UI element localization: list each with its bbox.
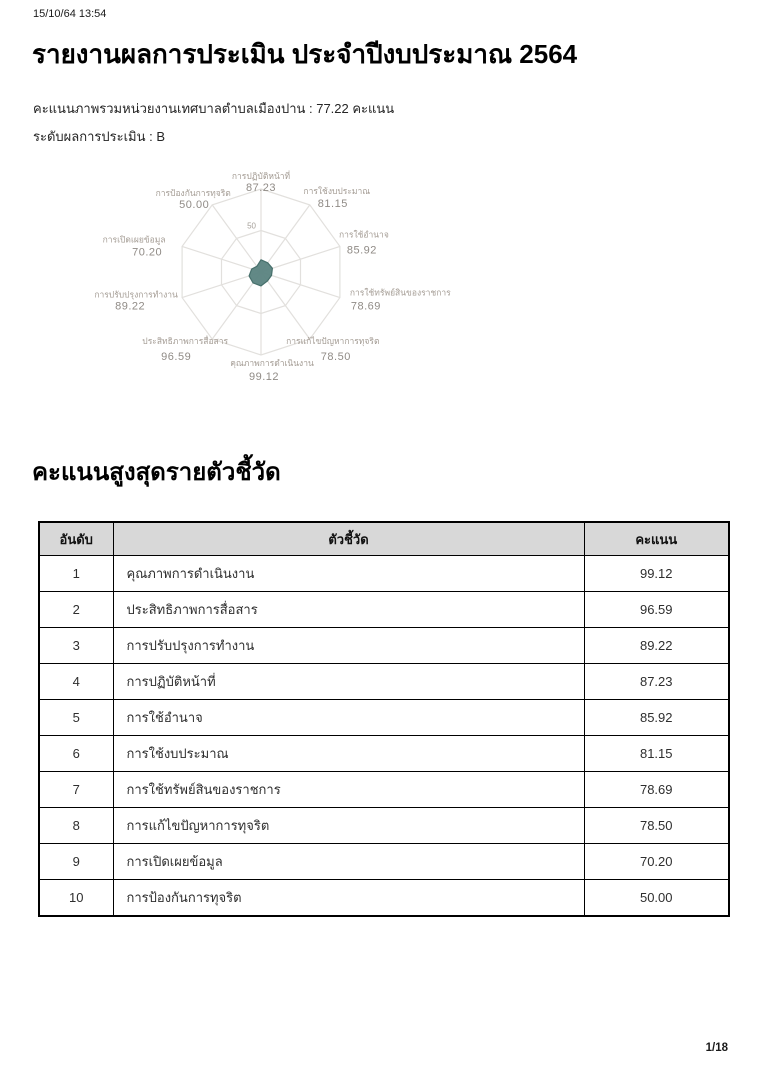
score-cell: 87.23	[583, 663, 730, 700]
table-body: 1 คุณภาพการดำเนินงาน 99.12 2 ประสิทธิภาพการส…	[38, 555, 730, 917]
radar-chart: 50 การปฏิบัติหน้าที่ 87.23 การใช้งบประมาณ 81…	[80, 160, 510, 410]
table-row: 10 การป้องกันการทุจริต 50.00	[38, 879, 730, 917]
indicator-cell: การแก้ไขปัญหาการทุจริต	[112, 807, 585, 844]
table-row: 4 การปฏิบัติหน้าที่ 87.23	[38, 663, 730, 700]
radar-category-label: การปรับปรุงการทำงาน	[94, 290, 178, 301]
score-cell: 78.69	[583, 771, 730, 808]
radar-category-label: การใช้ทรัพย์สินของราชการ	[350, 288, 451, 298]
table-row: 5 การใช้อำนาจ 85.92	[38, 699, 730, 736]
radar-value-label: 99.12	[249, 371, 279, 383]
radar-category-label: การใช้งบประมาณ	[303, 186, 370, 196]
radar-value-label: 78.69	[351, 301, 381, 313]
radar-axis-spoke	[260, 271, 341, 299]
radar-axis-spoke	[211, 204, 262, 273]
radar-value-label: 89.22	[115, 301, 145, 313]
table-row: 8 การแก้ไขปัญหาการทุจริต 78.50	[38, 807, 730, 844]
header-score: คะแนน	[583, 521, 730, 556]
page-number: 1/18	[705, 1042, 728, 1054]
indicator-cell: การใช้งบประมาณ	[112, 735, 585, 772]
rank-cell: 6	[38, 735, 114, 772]
indicator-cell: การป้องกันการทุจริต	[112, 879, 585, 917]
print-timestamp: 15/10/64 13:54	[33, 8, 107, 20]
radar-category-label: การแก้ไขปัญหาการทุจริต	[286, 336, 379, 347]
score-cell: 70.20	[583, 843, 730, 880]
table-row: 2 ประสิทธิภาพการสื่อสาร 96.59	[38, 591, 730, 628]
table-row: 6 การใช้งบประมาณ 81.15	[38, 735, 730, 772]
overall-score-text: คะแนนภาพรวมหน่วยงานเทศบาลตำบลเมืองปาน : …	[33, 101, 395, 116]
radar-value-label: 96.59	[161, 351, 191, 363]
radar-axis-spoke	[260, 204, 311, 273]
page-title: รายงานผลการประเมิน ประจำปีงบประมาณ 2564	[32, 39, 578, 69]
radar-category-label: คุณภาพการดำเนินงาน	[230, 358, 314, 369]
radar-category-label: การเปิดเผยข้อมูล	[103, 234, 166, 245]
radar-category-label: การป้องกันการทุจริต	[156, 188, 231, 199]
radar-chart-svg: 50 การปฏิบัติหน้าที่87.23 การใช้งบประมาณ 81…	[94, 170, 451, 383]
radar-category-label: ประสิทธิภาพการสื่อสาร	[142, 335, 228, 346]
score-cell: 99.12	[583, 555, 730, 592]
radar-value-label: 85.92	[347, 244, 377, 256]
radar-axis-spoke	[260, 271, 311, 340]
header-rank: อันดับ	[38, 521, 114, 556]
indicator-cell: การใช้ทรัพย์สินของราชการ	[112, 771, 585, 808]
radar-value-label: 87.23	[246, 182, 276, 194]
radar-data-polygon	[248, 259, 273, 287]
indicator-score-table: อันดับ ตัวชี้วัด คะแนน 1 คุณภาพการดำเนินง…	[38, 521, 730, 917]
radar-value-label: 50.00	[179, 199, 209, 211]
indicator-cell: การเปิดเผยข้อมูล	[112, 843, 585, 880]
score-cell: 78.50	[583, 807, 730, 844]
rank-cell: 4	[38, 663, 114, 700]
indicator-cell: การใช้อำนาจ	[112, 699, 585, 736]
rank-cell: 10	[38, 879, 114, 917]
score-cell: 89.22	[583, 627, 730, 664]
indicator-cell: การปฏิบัติหน้าที่	[112, 663, 585, 700]
radar-tick-label: 50	[247, 222, 256, 231]
radar-value-label: 70.20	[132, 246, 162, 258]
score-cell: 85.92	[583, 699, 730, 736]
table-header-row: อันดับ ตัวชี้วัด คะแนน	[38, 521, 730, 556]
rank-cell: 5	[38, 699, 114, 736]
rank-cell: 8	[38, 807, 114, 844]
header-indicator: ตัวชี้วัด	[112, 521, 585, 556]
radar-category-label: การปฏิบัติหน้าที่	[232, 170, 291, 181]
rank-cell: 3	[38, 627, 114, 664]
radar-value-label: 81.15	[318, 198, 348, 210]
rating-level-text: ระดับผลการประเมิน : B	[33, 129, 166, 144]
radar-axis-spoke	[260, 245, 341, 273]
indicator-cell: ประสิทธิภาพการสื่อสาร	[112, 591, 585, 628]
table-row: 7 การใช้ทรัพย์สินของราชการ 78.69	[38, 771, 730, 808]
score-cell: 81.15	[583, 735, 730, 772]
rank-cell: 1	[38, 555, 114, 592]
radar-axis-spoke	[181, 245, 262, 273]
table-row: 3 การปรับปรุงการทำงาน 89.22	[38, 627, 730, 664]
table-row: 1 คุณภาพการดำเนินงาน 99.12	[38, 555, 730, 592]
section-title: คะแนนสูงสุดรายตัวชี้วัด	[32, 459, 281, 486]
radar-value-label: 78.50	[321, 351, 351, 363]
indicator-cell: การปรับปรุงการทำงาน	[112, 627, 585, 664]
rank-cell: 9	[38, 843, 114, 880]
rank-cell: 7	[38, 771, 114, 808]
score-cell: 96.59	[583, 591, 730, 628]
rank-cell: 2	[38, 591, 114, 628]
radar-category-label: การใช้อำนาจ	[339, 229, 389, 239]
indicator-cell: คุณภาพการดำเนินงาน	[112, 555, 585, 592]
table-row: 9 การเปิดเผยข้อมูล 70.20	[38, 843, 730, 880]
radar-axis-spoke	[181, 271, 262, 299]
score-cell: 50.00	[583, 879, 730, 917]
